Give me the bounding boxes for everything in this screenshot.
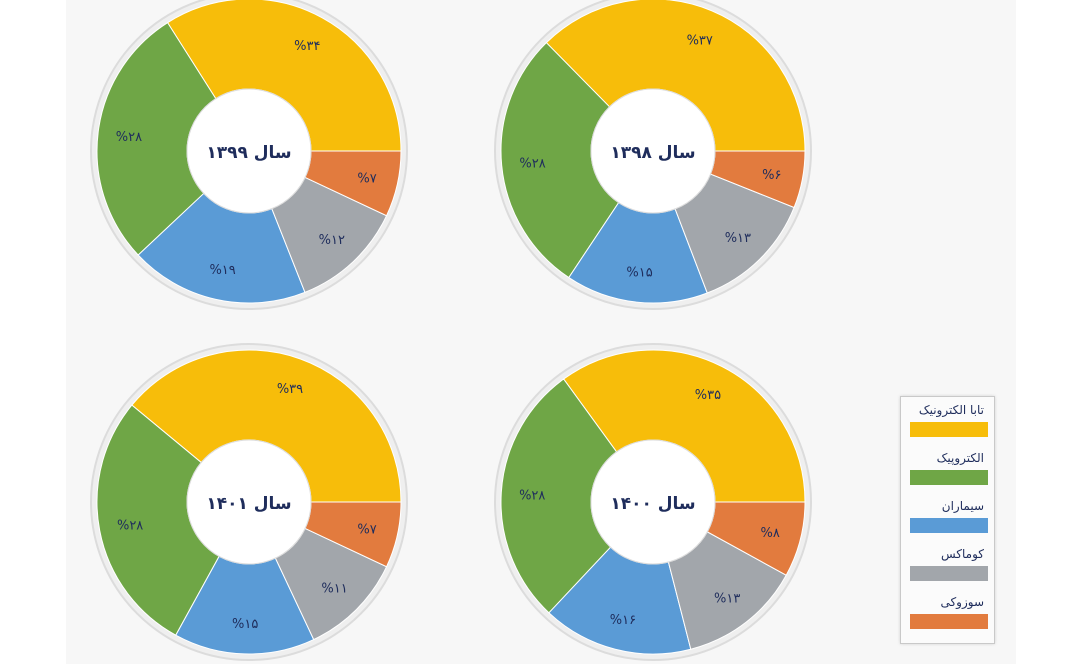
year-label: سال ۱۳۹۸ <box>610 143 695 163</box>
year-label: سال ۱۴۰۰ <box>610 494 695 514</box>
legend-swatch <box>910 422 988 437</box>
legend-item-simaran: سیماران <box>901 493 994 541</box>
year-label: سال ۱۴۰۱ <box>206 494 291 514</box>
legend-label: کوماکس <box>940 547 984 561</box>
donut-center <box>590 88 716 214</box>
legend-swatch <box>910 470 988 485</box>
year-label: سال ۱۳۹۹ <box>206 143 291 163</box>
data-label: %۱۹ <box>209 263 235 278</box>
legend-label: تابا الکترونیک <box>918 403 984 417</box>
legend-swatch <box>910 518 988 533</box>
data-label: %۱۵ <box>232 617 258 632</box>
legend-item-tava: تابا الکترونیک <box>901 397 994 445</box>
data-label: %۱۳ <box>725 231 751 246</box>
data-label: %۳۷ <box>687 33 713 48</box>
legend-label: سیماران <box>941 499 984 513</box>
data-label: %۷ <box>357 171 376 186</box>
data-label: %۱۳ <box>714 592 740 607</box>
data-label: %۷ <box>357 522 376 537</box>
data-label: %۱۲ <box>319 233 345 248</box>
data-label: %۲۸ <box>519 488 545 503</box>
data-label: %۲۸ <box>116 130 142 145</box>
data-label: %۳۹ <box>277 382 303 397</box>
data-label: %۲۸ <box>117 519 143 534</box>
data-label: %۳۵ <box>695 388 721 403</box>
legend-label: الکتروپیک <box>936 451 984 465</box>
data-label: %۱۱ <box>321 582 347 597</box>
donut-center <box>186 439 312 565</box>
data-label: %۲۸ <box>519 157 545 172</box>
legend-item-komax: کوماکس <box>901 541 994 589</box>
legend-label: سوزوکی <box>940 595 984 609</box>
donut-chart: %۳۵ %۲۸ %۱۶ %۱۳ %۸ سال ۱۴۰۰ <box>494 343 812 661</box>
data-label: %۱۵ <box>626 265 652 280</box>
donut-center <box>590 439 716 565</box>
legend-swatch <box>910 566 988 581</box>
donut-chart: %۳۹ %۲۸ %۱۵ %۱۱ %۷ سال ۱۴۰۱ <box>90 343 408 661</box>
donut-chart: %۳۷ %۲۸ %۱۵ %۱۳ %۶ سال ۱۳۹۸ <box>494 0 812 310</box>
legend: تابا الکترونیک الکتروپیک سیماران کوماکس … <box>900 396 995 644</box>
data-label: %۱۶ <box>610 613 636 628</box>
data-label: %۶ <box>762 168 781 183</box>
legend-item-suzuki: سوزوکی <box>901 589 994 637</box>
donut-center <box>186 88 312 214</box>
data-label: %۸ <box>761 526 780 541</box>
donut-chart: %۳۴ %۲۸ %۱۹ %۱۲ %۷ سال ۱۳۹۹ <box>90 0 408 310</box>
data-label: %۳۴ <box>294 39 320 54</box>
legend-item-electropeyk: الکتروپیک <box>901 445 994 493</box>
legend-swatch <box>910 614 988 629</box>
